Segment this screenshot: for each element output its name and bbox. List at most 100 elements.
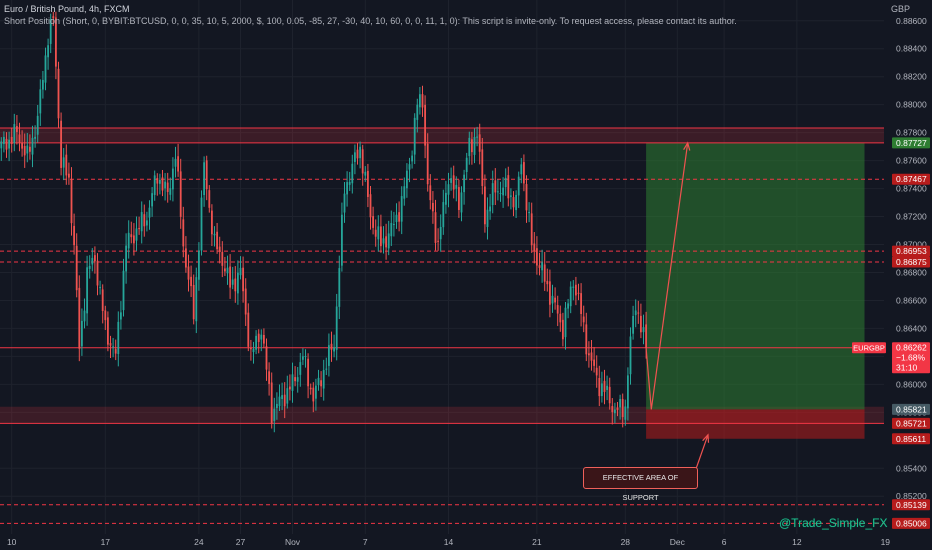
candle-body xyxy=(320,380,323,387)
candle-body xyxy=(5,138,8,150)
candle-body xyxy=(10,136,13,145)
candle-body xyxy=(338,268,341,307)
candle-body xyxy=(195,277,198,322)
price-tick-label: 0.88200 xyxy=(896,72,927,82)
candle-body xyxy=(148,207,151,218)
candle-body xyxy=(8,139,11,149)
candle-body xyxy=(307,358,310,387)
candle-body xyxy=(366,170,369,197)
candle-body xyxy=(200,197,203,251)
price-label-text: 0.86875 xyxy=(896,257,927,267)
current-price-text: 0.86262 xyxy=(896,343,927,353)
target-arrow-head xyxy=(683,141,691,151)
candle-body xyxy=(216,231,219,250)
candle-body xyxy=(442,202,445,228)
candle-body xyxy=(470,139,473,153)
horizontal-levels[interactable] xyxy=(0,127,884,524)
candle-body xyxy=(585,324,588,355)
candle-body xyxy=(481,149,484,187)
symbol-title[interactable]: Euro / British Pound, 4h, FXCM xyxy=(4,4,130,14)
candle-body xyxy=(291,374,294,391)
candle-body xyxy=(444,192,447,205)
indicator-legend[interactable]: Short Position (Short, 0, BYBIT:BTCUSD, … xyxy=(4,16,737,26)
candle-body xyxy=(520,164,523,175)
candle-body xyxy=(340,214,343,266)
candle-body xyxy=(73,225,76,246)
price-label-text: 0.87467 xyxy=(896,174,927,184)
candle-body xyxy=(75,245,78,291)
candle-body xyxy=(424,104,427,146)
candle-body xyxy=(374,229,377,237)
candle-body xyxy=(93,255,96,262)
candle-body xyxy=(187,266,190,280)
price-axis-bg xyxy=(884,0,932,550)
candle-body xyxy=(65,154,68,176)
candle-body xyxy=(359,146,362,159)
candle-body xyxy=(0,141,3,149)
support-annotation[interactable]: EFFECTIVE AREA OF SUPPORT xyxy=(583,467,698,502)
candle-body xyxy=(262,334,265,344)
candle-body xyxy=(247,312,250,347)
candle-body xyxy=(158,179,161,184)
candle-body xyxy=(525,184,528,211)
candle-body xyxy=(2,136,5,144)
candle-body xyxy=(83,310,86,322)
candle-body xyxy=(556,305,559,314)
candle-body xyxy=(587,353,590,356)
candle-body xyxy=(450,178,453,183)
candle-body xyxy=(465,157,468,172)
price-label-badge xyxy=(892,256,930,268)
time-axis[interactable]: 10 17 24 27 Nov 7 14 21 28 Dec 6 12 19 xyxy=(0,534,932,550)
price-tick-label: 0.88600 xyxy=(896,16,927,26)
price-tick-label: 0.86000 xyxy=(896,379,927,389)
countdown-text: 31:10 xyxy=(896,363,918,373)
candle-body xyxy=(125,245,128,272)
price-axis[interactable]: 0.88600 0.88400 0.88200 0.88000 0.87800 0.876… xyxy=(852,0,932,550)
candle-body xyxy=(361,149,364,174)
candle-body xyxy=(398,212,401,222)
price-label-text: 0.85721 xyxy=(896,418,927,428)
candle-body xyxy=(96,260,99,286)
time-tick-label: 14 xyxy=(444,537,454,547)
price-label-badge xyxy=(892,403,930,415)
candle-body xyxy=(598,377,601,397)
candle-body xyxy=(44,55,47,83)
candle-body xyxy=(535,248,538,266)
candle-body xyxy=(564,307,567,338)
candle-body xyxy=(522,162,525,184)
candle-body xyxy=(15,126,18,132)
candle-body xyxy=(353,152,356,162)
candle-body xyxy=(457,187,460,210)
candle-body xyxy=(530,213,533,246)
candle-body xyxy=(208,190,211,208)
candle-body xyxy=(486,209,489,227)
candle-body xyxy=(392,223,395,225)
candle-body xyxy=(418,94,421,108)
candle-body xyxy=(130,234,133,238)
price-label-text: 0.85611 xyxy=(896,434,926,444)
candle-body xyxy=(117,321,120,355)
candle-body xyxy=(567,303,570,309)
candle-body xyxy=(351,163,354,184)
candle-body xyxy=(60,120,63,168)
time-tick-label: 6 xyxy=(722,537,727,547)
candle-body xyxy=(296,377,299,382)
candle-body xyxy=(283,394,286,407)
candle-body xyxy=(580,293,583,315)
time-tick-label: Dec xyxy=(670,537,686,547)
candle-body xyxy=(403,186,406,199)
candle-body xyxy=(265,346,268,370)
candle-body xyxy=(559,313,562,323)
annotation-arrow-head xyxy=(702,433,710,443)
candle-body xyxy=(190,276,193,287)
candle-body xyxy=(590,352,593,361)
candle-body xyxy=(314,385,317,399)
candle-body xyxy=(483,186,486,225)
time-tick-label: Nov xyxy=(285,537,301,547)
price-label-badge xyxy=(892,517,930,529)
candle-body xyxy=(151,193,154,207)
price-tick-label: 0.85200 xyxy=(896,491,927,501)
candle-body xyxy=(379,226,382,247)
candle-body xyxy=(491,183,494,205)
